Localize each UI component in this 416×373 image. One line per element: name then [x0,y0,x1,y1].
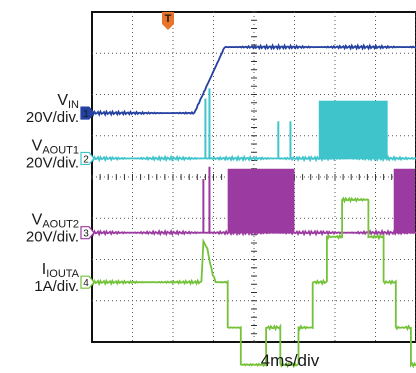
vaout2-trace [91,166,416,237]
iouta-line [91,196,416,369]
vaout1-line [91,154,416,163]
vaout2-name-label: VAOUT2 [32,212,79,231]
vaout2-switching-block [227,168,295,233]
vin-name-label: VIN [57,92,79,111]
x-axis-label: 4ms/div [261,351,320,370]
marker-shape [80,226,95,240]
iouta-name-sub: IOUTA [46,268,79,280]
vaout1-name-sub: AOUT1 [42,144,79,156]
traces [91,43,416,369]
trigger-marker: T [165,13,172,25]
vaout2-name-sub: AOUT2 [42,219,79,231]
vaout1-name-main: V [32,137,43,154]
vaout1-switching-block [318,100,388,159]
marker-shape [80,151,95,166]
vaout2-name-main: V [32,212,43,229]
marker-shape [80,275,95,289]
marker-shape [80,106,95,120]
channel-2-marker: 2 [80,151,95,166]
marker-number: 3 [83,229,89,240]
marker-number: 2 [83,154,89,165]
marker-number: 1 [83,109,89,120]
trigger-marker-shape [162,12,174,30]
vin-trace [91,43,416,117]
vaout1-scale-label: 20V/div. [26,154,79,171]
vin-line [91,43,416,117]
iouta-trace [91,196,416,369]
channel-4-marker: 4 [80,275,95,289]
channel-1-marker: 1 [80,106,95,120]
iouta-scale-label: 1A/div. [34,278,79,295]
iouta-name-main: I [42,261,46,278]
vaout1-trace [91,88,416,163]
vin-scale-label: 20V/div. [26,109,79,126]
vaout2-scale-label: 20V/div. [26,229,79,246]
channel-markers: 1 2 3 4 [80,106,95,289]
vaout1-name-label: VAOUT1 [32,137,79,156]
vaout2-switching-block [393,168,415,233]
channel-labels: VIN20V/div.VAOUT120V/div.VAOUT220V/div.I… [26,92,80,295]
iouta-name-label: IIOUTA [42,261,80,280]
vin-name-main: V [57,92,68,109]
channel-3-marker: 3 [80,226,95,240]
vaout2-line [91,228,416,237]
vin-name-sub: IN [68,99,79,111]
marker-number: 4 [83,278,89,289]
